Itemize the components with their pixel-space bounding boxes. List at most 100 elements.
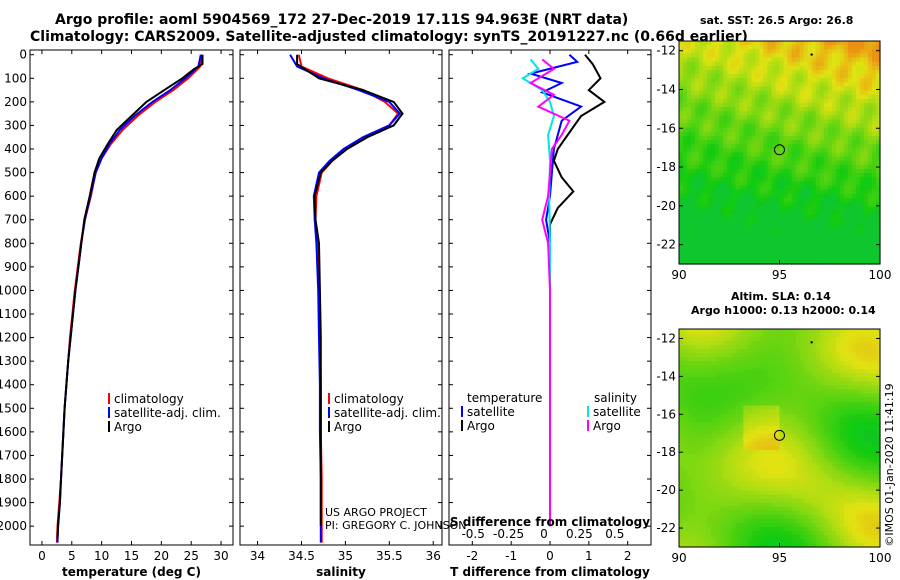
sla-cell: [759, 417, 764, 423]
sla-cell: [863, 458, 869, 463]
sla-cell: [743, 462, 748, 467]
sst-cell: [859, 123, 865, 129]
sst-cell: [715, 102, 720, 108]
sla-cell: [851, 333, 857, 338]
sst-cell: [863, 222, 869, 228]
sla-cell: [759, 341, 764, 346]
tdiff-legend-label: satellite: [467, 405, 515, 419]
sst-cell: [859, 235, 865, 240]
sla-cell: [727, 377, 732, 382]
sst-cell: [691, 156, 696, 162]
sst-cell: [695, 247, 700, 253]
sst-cell: [859, 57, 865, 63]
sst-cell: [819, 239, 825, 244]
sst-cell: [699, 140, 704, 145]
sst-cell: [855, 206, 861, 211]
sst-cell: [835, 185, 841, 191]
sla-cell: [867, 478, 873, 483]
sst-cell: [819, 136, 825, 141]
sst-cell: [867, 131, 873, 137]
sla-cell: [723, 446, 728, 451]
sla-cell: [695, 365, 700, 370]
sla-cell: [843, 446, 849, 451]
sla-cell: [683, 333, 688, 338]
sla-cell: [823, 397, 829, 403]
sst-cell: [775, 259, 781, 265]
sla-cell: [851, 401, 857, 407]
sst-cell: [707, 127, 712, 133]
sst-cell: [735, 226, 740, 232]
sst-cell: [771, 86, 777, 92]
sla-cell: [839, 345, 845, 350]
sla-cell: [747, 329, 752, 334]
sst-cell: [799, 61, 805, 67]
sst-cell: [695, 160, 700, 166]
sst-cell: [867, 45, 873, 50]
sla-cell: [767, 470, 772, 475]
sla-cell: [811, 337, 817, 342]
sla-cell: [847, 417, 853, 423]
sst-cell: [691, 136, 696, 141]
sla-cell: [771, 438, 777, 443]
sla-cell: [831, 438, 837, 443]
sst-cell: [787, 115, 793, 120]
sla-cell: [731, 353, 736, 358]
sst-cell: [719, 197, 724, 203]
sla-cell: [727, 397, 732, 403]
sst-cell: [755, 94, 760, 100]
sst-cell: [743, 177, 748, 182]
sst-cell: [703, 247, 708, 253]
sst-cell: [851, 206, 857, 211]
sst-cell: [695, 231, 700, 236]
sla-cell: [719, 466, 724, 471]
sst-cell: [843, 115, 849, 120]
sst-cell: [699, 78, 704, 83]
sla-cell: [795, 369, 801, 374]
sla-cell: [847, 377, 853, 382]
sst-cell: [823, 169, 829, 174]
sla-cell: [683, 337, 688, 342]
sla-cell: [755, 381, 760, 387]
sst-cell: [699, 127, 704, 133]
differences-xtick-label: -1: [505, 549, 517, 563]
sst-cell: [687, 173, 692, 178]
sla-cell: [851, 361, 857, 366]
sst-cell: [843, 259, 849, 265]
sst-cell: [783, 173, 789, 178]
sla-cell: [747, 369, 752, 374]
sst-cell: [731, 243, 736, 249]
sla-cell: [739, 442, 744, 447]
sla-cell: [711, 450, 716, 455]
sla-cell: [827, 421, 833, 427]
sla-cell: [827, 474, 833, 479]
sst-cell: [851, 82, 857, 87]
sst-cell: [835, 45, 841, 50]
sst-cell: [791, 156, 797, 162]
sst-cell: [719, 255, 724, 261]
sla-cell: [791, 405, 797, 411]
sla-cell: [819, 429, 825, 435]
sla-cell: [695, 458, 700, 463]
sst-cell: [775, 111, 781, 116]
sst-cell: [723, 90, 728, 96]
sst-cell: [771, 231, 777, 236]
sst-cell: [687, 243, 692, 249]
sla-cell: [839, 409, 845, 415]
sst-cell: [763, 206, 768, 211]
sst-cell: [707, 259, 712, 265]
sst-cell: [699, 169, 704, 174]
sla-cell: [751, 401, 756, 407]
sla-cell: [703, 450, 708, 455]
sst-cell: [703, 123, 708, 129]
sla-cell: [847, 470, 853, 475]
sla-cell: [695, 421, 700, 427]
sst-cell: [707, 251, 712, 257]
sst-cell: [755, 202, 760, 207]
sst-cell: [743, 189, 748, 195]
sla-cell: [815, 385, 821, 391]
sst-cell: [727, 164, 732, 170]
sst-cell: [799, 94, 805, 100]
sst-cell: [699, 222, 704, 228]
sla-cell: [723, 357, 728, 362]
